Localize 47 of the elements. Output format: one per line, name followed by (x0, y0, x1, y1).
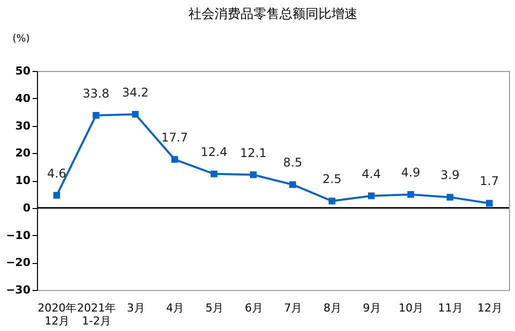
y-tick-label: 40 (15, 92, 31, 105)
y-tick-label: −30 (6, 284, 31, 296)
data-label: 8.5 (283, 156, 302, 170)
x-tick-label: 2020年 12月 (38, 302, 77, 328)
data-label: 3.9 (440, 168, 460, 182)
point (171, 156, 178, 163)
chart-title: 社会消费品零售总额同比增速 (188, 7, 358, 22)
y-tick-label: −20 (6, 256, 31, 270)
y-tick-label: 20 (15, 146, 31, 160)
x-tick-label: 11月 (438, 302, 463, 314)
x-tick-label: 8月 (324, 302, 342, 314)
point (289, 181, 296, 188)
point (328, 198, 336, 204)
point (407, 191, 414, 198)
data-label: 12.1 (240, 146, 267, 160)
point (53, 192, 60, 199)
data-label: 34.2 (122, 85, 149, 100)
y-tick-label: 10 (15, 174, 31, 187)
data-label: 1.7 (480, 174, 499, 188)
point (132, 110, 139, 118)
point (446, 194, 454, 201)
y-tick-label: −10 (6, 228, 31, 242)
x-tick-label: 5月 (206, 302, 224, 314)
x-tick-label: 6月 (244, 302, 263, 314)
data-label: 4.4 (362, 166, 381, 181)
data-label: 17.7 (161, 130, 188, 144)
x-tick-label: 9月 (362, 302, 381, 314)
data-label: 33.8 (82, 86, 110, 100)
x-tick-label: 7月 (284, 302, 302, 314)
x-tick-label: 2021年 1-2月 (77, 302, 116, 328)
data-label: 4.6 (47, 166, 66, 180)
point (486, 200, 493, 207)
y-axis-title: (%) (12, 34, 30, 44)
x-tick-label: 10月 (398, 302, 424, 314)
x-tick-label: 3月 (126, 302, 145, 314)
y-tick-label: 0 (22, 201, 31, 214)
point (368, 192, 375, 200)
data-label: 4.9 (401, 165, 420, 180)
y-tick-label: 30 (15, 119, 31, 132)
point (92, 112, 100, 119)
x-tick-label: 12月 (477, 302, 502, 314)
x-tick-label: 4月 (166, 302, 184, 314)
y-tick-label: 50 (15, 64, 31, 78)
data-label: 12.4 (200, 144, 228, 159)
point (250, 171, 257, 178)
data-label: 2.5 (322, 172, 342, 186)
point (210, 170, 218, 178)
